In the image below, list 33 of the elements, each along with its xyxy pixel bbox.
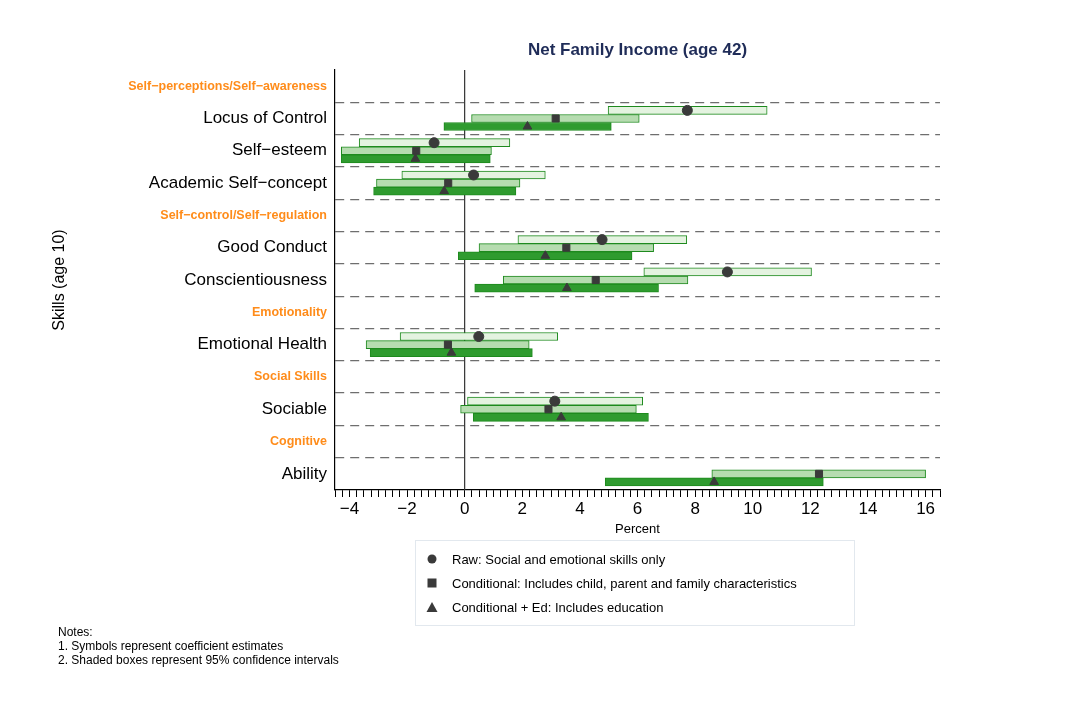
y-tick-label: Emotionality [251, 304, 328, 319]
y-tick-label: Locus of Control [203, 108, 327, 128]
x-tick-label: −4 [339, 498, 360, 518]
legend-label: Conditional + Ed: Includes education [452, 599, 664, 615]
text: 2. Shaded boxes represent 95% confidence intervals [58, 653, 339, 667]
text: 1. Symbols represent coefficient estimates [58, 639, 285, 653]
x-tick-label: 4 [575, 498, 585, 518]
legend-label: Raw: Social and emotional skills only [452, 551, 666, 567]
y-tick-label: Social Skills [254, 369, 328, 384]
text: Notes: [58, 625, 94, 639]
y-tick-label: Academic Self−concept [148, 172, 328, 192]
y-tick-label: Self−esteem [232, 140, 327, 160]
x-tick-label: 0 [459, 498, 470, 518]
y-tick-label: Sociable [261, 398, 327, 418]
y-tick-label: Self−perceptions/Self−awareness [128, 78, 328, 93]
x-tick-label: 10 [743, 498, 763, 518]
y-tick-label: Self−control/Self−regulation [160, 207, 327, 222]
x-tick-label: 14 [858, 498, 878, 518]
y-tick-label: Ability [281, 463, 328, 483]
x-tick-label: 12 [800, 498, 820, 518]
y-tick-label: Cognitive [270, 433, 328, 448]
y-tick-label: Emotional Health [197, 334, 327, 354]
x-tick-label: 16 [916, 498, 936, 518]
x-tick-label: 8 [690, 498, 700, 518]
y-axis-title: Skills (age 10) [50, 229, 68, 331]
x-tick-label: 6 [632, 498, 643, 518]
y-tick-label: Good Conduct [217, 237, 328, 257]
x-tick-label: 2 [517, 498, 527, 518]
legend-label: Conditional: Includes child, parent and family characteristics [452, 575, 797, 591]
y-tick-label: Conscientiousness [184, 269, 327, 289]
x-axis-title: Percent [615, 520, 661, 536]
chart-title: Net Family Income (age 42) [527, 39, 748, 59]
x-tick-label: −2 [397, 498, 417, 518]
